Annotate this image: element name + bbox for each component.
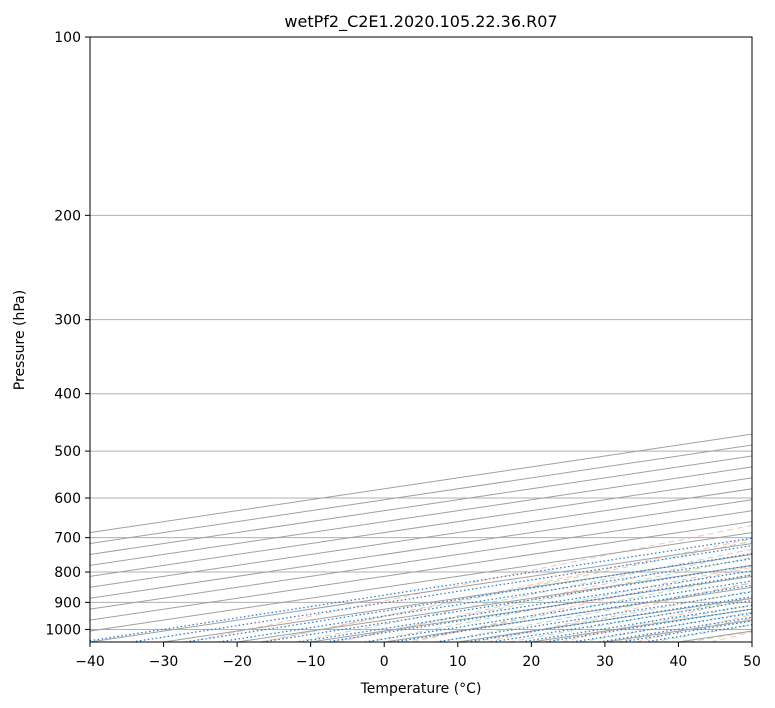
isotherm-line [604,619,752,642]
chart-title: wetPf2_C2E1.2020.105.22.36.R07 [284,12,557,32]
x-tick-label: −40 [75,654,105,670]
x-tick-label: 30 [596,654,614,670]
isotherm-line [163,553,752,642]
dry-adiabat [710,631,752,642]
x-tick-label: 0 [380,654,389,670]
x-tick-label: −10 [296,654,326,670]
dry-adiabat [263,538,752,642]
isotherm-line [90,532,752,632]
isotherm-line [751,641,752,642]
isotherm-line [90,499,752,599]
moist-adiabat [259,540,752,642]
mixing-ratio-lines [90,537,752,642]
isotherm-line [90,433,752,534]
moist-adiabats [259,540,752,642]
y-tick-label: 500 [54,444,81,460]
isotherm-line [90,455,752,555]
mixing-ratio-line [218,558,752,642]
y-tick-label: 300 [54,313,81,329]
moist-adiabat [331,556,752,642]
x-tick-label: −20 [222,654,252,670]
dry-adiabat [486,581,752,642]
y-tick-label: 600 [54,491,81,507]
y-tick-label: 900 [54,595,81,611]
y-tick-label: 1000 [45,622,81,638]
moist-adiabat [579,611,752,642]
isotherms [90,433,752,642]
mixing-ratio-line [599,616,752,642]
isotherm-line [678,630,752,642]
mixing-ratio-line [545,608,752,642]
mixing-ratio-line [572,612,752,642]
mixing-ratio-line [131,545,752,642]
dry-adiabats [188,524,752,642]
y-axis-ticks: 100 200 300 400 500 600 700 800 900 1000 [45,30,90,638]
x-axis-ticks: −40 −30 −20 −10 0 10 20 30 40 50 [75,642,761,670]
isotherm-line [90,543,752,642]
x-tick-label: 10 [449,654,467,670]
x-tick-label: 50 [743,654,761,670]
moist-adiabat [473,590,752,642]
y-axis-label: Pressure (hPa) [12,290,28,390]
mixing-ratio-line [185,553,752,642]
x-axis-label: Temperature (°C) [360,681,482,697]
isotherm-line [531,608,752,642]
moist-adiabat [508,597,752,642]
isotherm-line [90,444,752,545]
mixing-ratio-line [521,604,752,642]
y-tick-label: 100 [54,30,81,46]
plot-frame [89,36,753,643]
moist-adiabat [402,574,752,642]
x-tick-label: −30 [149,654,179,670]
isotherm-line [90,466,752,566]
isotherm-line [90,521,752,621]
moist-adiabat [437,582,752,642]
moist-adiabat [295,548,752,642]
dry-adiabat [188,524,752,642]
isotherm-line [457,597,752,642]
x-tick-label: 20 [522,654,540,670]
y-tick-label: 700 [54,531,81,547]
y-tick-label: 400 [54,387,81,403]
moist-adiabat [615,618,752,642]
mixing-ratio-line [491,599,752,642]
dry-adiabat [412,566,752,642]
isotherm-line [90,488,752,588]
pressure-gridlines [90,37,752,630]
isotherm-line [90,510,752,610]
y-tick-label: 800 [54,565,81,581]
x-tick-label: 40 [670,654,688,670]
y-tick-label: 200 [54,208,81,224]
isotherm-line [384,586,752,642]
isotherm-line [90,477,752,577]
